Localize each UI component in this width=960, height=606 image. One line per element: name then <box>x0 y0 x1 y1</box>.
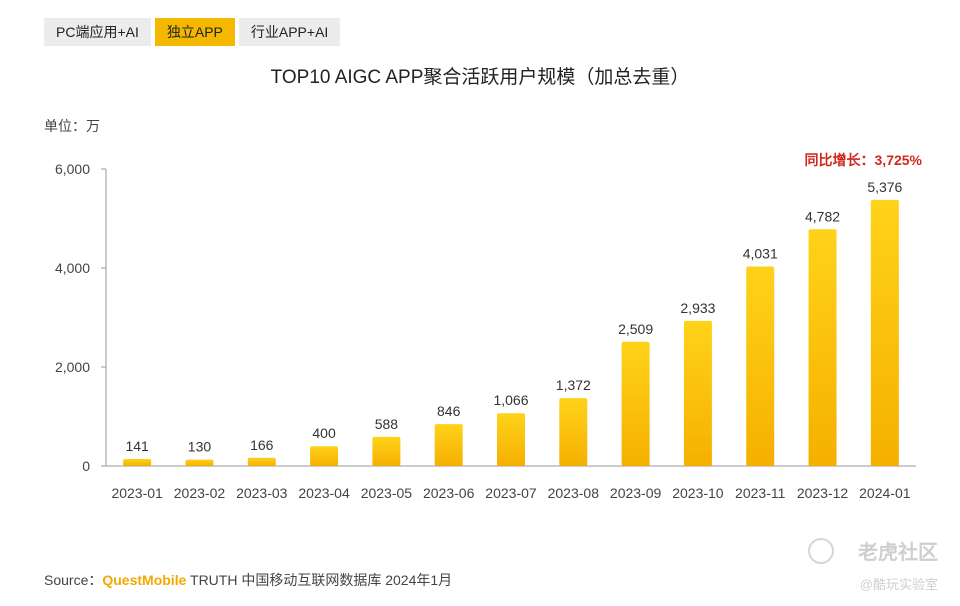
y-tick-label: 6,000 <box>55 161 90 177</box>
bar-2024-01 <box>870 199 899 466</box>
bar-2023-06 <box>434 424 463 466</box>
bar-2023-08 <box>559 398 588 466</box>
x-tick-label: 2023-08 <box>548 485 600 501</box>
data-label: 4,031 <box>743 245 778 261</box>
bar-2023-07 <box>497 413 525 466</box>
source-rest: TRUTH 中国移动互联网数据库 2024年1月 <box>186 572 453 588</box>
tab-standalone-app[interactable]: 独立APP <box>154 18 235 46</box>
data-label: 2,933 <box>680 300 715 316</box>
x-tick-label: 2023-09 <box>610 485 662 501</box>
x-tick-label: 2023-01 <box>111 485 163 501</box>
bar-2023-10 <box>683 320 712 466</box>
data-label: 400 <box>312 425 336 441</box>
x-tick-label: 2023-12 <box>797 485 849 501</box>
x-tick-label: 2023-04 <box>298 485 350 501</box>
x-tick-label: 2023-06 <box>423 485 475 501</box>
bar-2023-11 <box>746 266 775 466</box>
data-label: 1,066 <box>493 392 528 408</box>
tab-pc-app-ai[interactable]: PC端应用+AI <box>44 18 151 46</box>
bar-2023-05 <box>372 436 401 466</box>
bar-2023-02 <box>185 459 214 466</box>
source-brand: QuestMobile <box>102 572 187 588</box>
watermark-logo-icon <box>808 538 834 564</box>
unit-label: 单位：万 <box>44 118 100 134</box>
bar-2023-01 <box>123 459 152 466</box>
data-label: 130 <box>188 439 212 455</box>
bar-2023-03 <box>247 457 276 466</box>
y-tick-label: 2,000 <box>55 359 90 375</box>
y-tick-label: 4,000 <box>55 260 90 276</box>
x-tick-label: 2023-07 <box>485 485 537 501</box>
data-label: 141 <box>125 438 149 454</box>
data-label: 2,509 <box>618 321 653 337</box>
x-tick-label: 2023-10 <box>672 485 724 501</box>
x-tick-label: 2023-05 <box>361 485 413 501</box>
data-label: 588 <box>375 416 399 432</box>
bar-2023-12 <box>808 229 837 466</box>
x-tick-label: 2023-02 <box>174 485 226 501</box>
tab-bar: PC端应用+AI 独立APP 行业APP+AI <box>44 18 341 46</box>
x-tick-label: 2023-03 <box>236 485 288 501</box>
data-label: 5,376 <box>867 179 902 195</box>
bar-2023-04 <box>310 446 339 466</box>
watermark-sub: @酷玩实验室 <box>859 577 938 592</box>
data-label: 4,782 <box>805 208 840 224</box>
source-prefix: Source： <box>44 572 103 588</box>
data-label: 1,372 <box>556 377 591 393</box>
chart-title: TOP10 AIGC APP聚合活跃用户规模（加总去重） <box>270 67 690 88</box>
data-label: 166 <box>250 437 274 453</box>
tab-industry-app-ai[interactable]: 行业APP+AI <box>238 18 341 46</box>
x-tick-label: 2024-01 <box>859 485 911 501</box>
x-tick-label: 2023-11 <box>735 485 786 501</box>
watermark-main: 老虎社区 <box>858 542 938 564</box>
data-label: 846 <box>437 403 461 419</box>
y-tick-label: 0 <box>82 458 90 474</box>
bar-2023-09 <box>621 341 650 466</box>
growth-label: 同比增长：3,725% <box>804 152 922 168</box>
source-line: Source：QuestMobile TRUTH 中国移动互联网数据库 2024… <box>44 570 452 590</box>
